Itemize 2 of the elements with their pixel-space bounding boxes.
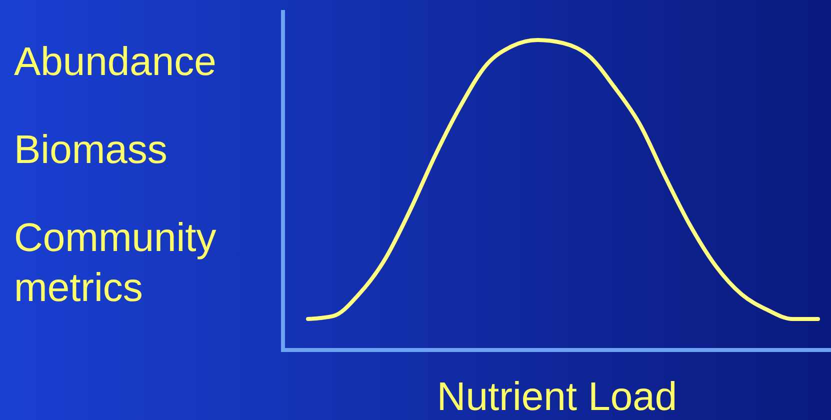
y-axis-title: Abundance Biomass Community metrics xyxy=(14,40,216,310)
x-axis-title: Nutrient Load xyxy=(436,375,678,419)
